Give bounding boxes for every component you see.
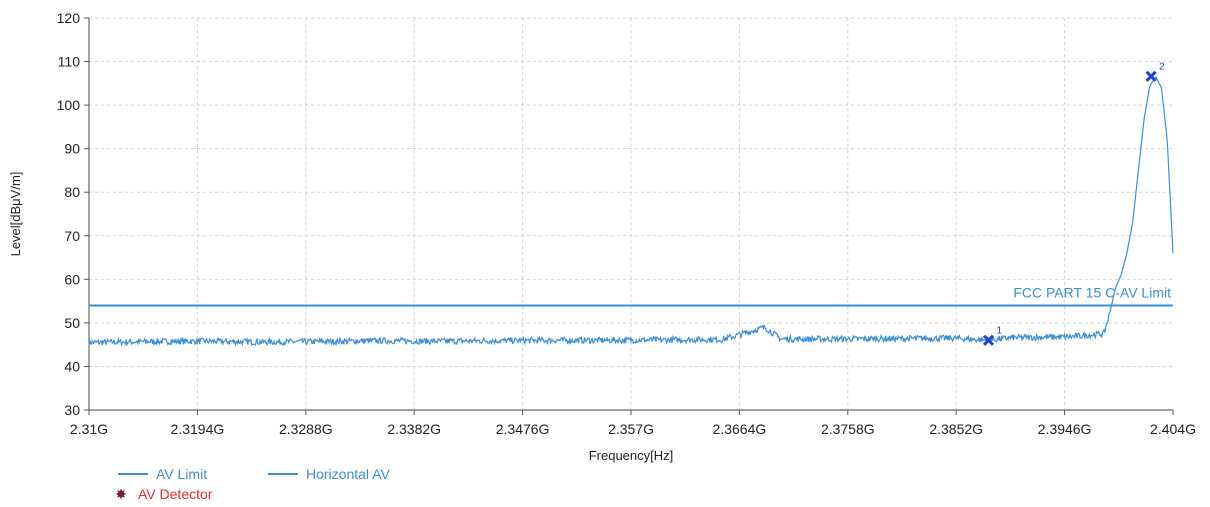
marker-cross-stroke <box>982 334 995 346</box>
y-tick-label: 70 <box>64 228 80 244</box>
y-tick-label: 40 <box>64 358 80 374</box>
x-tick-label: 2.3288G <box>279 421 333 437</box>
legend-item-av-detector: ✸ AV Detector <box>112 486 212 502</box>
legend-item-av-limit: AV Limit <box>118 466 207 482</box>
x-tick-label: 2.3758G <box>821 421 875 437</box>
marker-2: 2 <box>1145 61 1165 82</box>
y-tick-label: 90 <box>64 141 80 157</box>
axes-layer <box>88 18 1173 411</box>
y-tick-label: 80 <box>64 184 80 200</box>
series-horizontal-av-trace <box>88 76 1174 347</box>
legend-swatch-av-limit <box>118 473 148 475</box>
y-tick-label: 100 <box>57 97 81 113</box>
x-tick-label: 2.3946G <box>1038 421 1092 437</box>
x-tick-label: 2.357G <box>608 421 654 437</box>
legend-label-av-limit: AV Limit <box>156 466 208 482</box>
legend: AV Limit Horizontal AV ✸ AV Detector <box>115 466 518 506</box>
marker-1: 1 <box>982 325 1002 346</box>
x-tick-label: 2.3382G <box>387 421 441 437</box>
x-tick-label: 2.31G <box>70 421 108 437</box>
marker-label: 2 <box>1159 61 1165 72</box>
grid-layer <box>89 17 1173 410</box>
y-tick-label: 50 <box>64 315 80 331</box>
legend-item-horizontal-av: Horizontal AV <box>268 466 390 482</box>
marker-label: 1 <box>996 325 1002 336</box>
x-tick-label: 2.404G <box>1150 421 1196 437</box>
y-axis-label: Level[dBμV/m] <box>8 172 23 257</box>
legend-label-horizontal-av: Horizontal AV <box>306 466 390 482</box>
ticks-layer: 2.31G 2.3194G 2.3288G 2.3382G 2.3476G 2.357G 2… <box>57 10 1196 437</box>
legend-label-av-detector: AV Detector <box>138 486 213 502</box>
x-tick-label: 2.3194G <box>171 421 225 437</box>
x-axis-label: Frequency[Hz] <box>589 448 674 463</box>
x-tick-label: 2.3852G <box>929 421 983 437</box>
legend-swatch-horizontal-av <box>268 473 298 475</box>
y-tick-label: 60 <box>64 271 80 287</box>
y-tick-label: 120 <box>57 10 81 26</box>
markers-layer: 12 <box>982 61 1165 346</box>
y-tick-label: 110 <box>58 54 81 70</box>
series-layer <box>88 76 1174 347</box>
limit-annotation: FCC PART 15 C-AV Limit <box>1013 284 1171 300</box>
star-marker-icon: ✸ <box>115 486 127 502</box>
x-tick-label: 2.3476G <box>496 421 550 437</box>
x-tick-label: 2.3664G <box>713 421 767 437</box>
y-tick-label: 30 <box>64 402 80 418</box>
marker-cross-stroke <box>1145 70 1157 82</box>
